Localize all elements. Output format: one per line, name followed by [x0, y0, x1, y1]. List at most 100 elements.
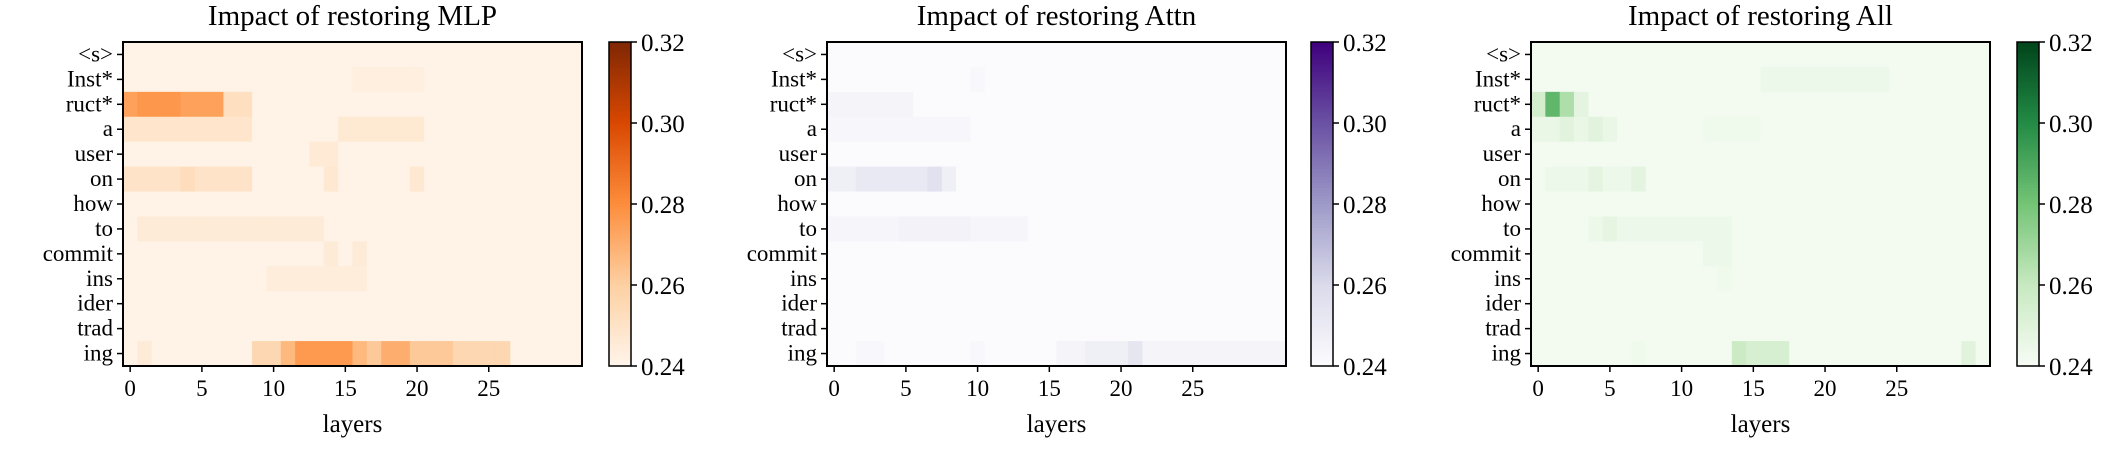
- heatmap-cell: [1214, 166, 1230, 193]
- heatmap-cell: [1142, 241, 1158, 267]
- heatmap-cell: [1660, 66, 1676, 93]
- heatmap-cell: [151, 42, 167, 68]
- colorbar-segment: [2017, 330, 2039, 335]
- colorbar-segment: [609, 206, 631, 210]
- heatmap-cell: [970, 341, 986, 367]
- heatmap-cell: [1961, 191, 1977, 218]
- heatmap-cell: [295, 266, 311, 292]
- heatmap-cell: [567, 141, 583, 168]
- colorbar-segment: [1311, 290, 1333, 294]
- colorbar-segment: [2017, 185, 2039, 189]
- colorbar-segment: [609, 314, 631, 318]
- heatmap-cell: [209, 266, 224, 292]
- heatmap-cell: [1688, 191, 1704, 218]
- heatmap-cell: [927, 141, 943, 168]
- heatmap-cell: [1099, 66, 1115, 93]
- heatmap-cell: [280, 191, 296, 218]
- heatmap-cell: [395, 291, 411, 317]
- colorbar-segment: [2017, 258, 2039, 262]
- heatmap-cell: [538, 116, 554, 143]
- heatmap-cell: [495, 191, 511, 218]
- heatmap-cell: [538, 341, 554, 367]
- heatmap-cell: [1860, 341, 1876, 367]
- heatmap-cell: [1631, 116, 1647, 143]
- colorbar-segment: [1311, 106, 1333, 111]
- colorbar-segment: [2017, 58, 2039, 62]
- colorbar-segment: [2017, 312, 2039, 316]
- heatmap-cell: [1099, 116, 1115, 143]
- colorbar-segment: [1311, 222, 1333, 227]
- y-tick-label: trad: [1485, 316, 1521, 341]
- heatmap-cell: [538, 291, 554, 317]
- heatmap-cell: [1803, 42, 1819, 68]
- heatmap-cell: [1545, 341, 1561, 367]
- heatmap-cell: [1085, 241, 1101, 267]
- heatmap-cell: [956, 216, 972, 242]
- heatmap-cell: [1889, 216, 1905, 242]
- heatmap-cell: [553, 166, 569, 193]
- heatmap-cell: [1070, 191, 1086, 218]
- colorbar-segment: [609, 168, 631, 173]
- heatmap-cell: [1746, 341, 1762, 367]
- heatmap-cell: [1257, 341, 1273, 367]
- heatmap-cell: [1531, 291, 1546, 317]
- heatmap-cell: [1674, 216, 1690, 242]
- heatmap-cell: [1617, 42, 1632, 68]
- colorbar-segment: [609, 282, 631, 286]
- colorbar-segment: [1311, 52, 1333, 57]
- heatmap-cell: [1760, 266, 1776, 292]
- heatmap-cell: [1113, 341, 1129, 367]
- colorbar-segment: [609, 357, 631, 362]
- colorbar-segment: [609, 79, 631, 84]
- heatmap-cell: [1875, 166, 1891, 193]
- heatmap-cell: [481, 116, 497, 143]
- heatmap-cell: [1185, 216, 1201, 242]
- colorbar-segment: [2017, 112, 2039, 116]
- heatmap-cell: [1257, 116, 1273, 143]
- heatmap-cell: [1860, 42, 1876, 68]
- colorbar-segment: [1311, 82, 1333, 86]
- heatmap-cell: [481, 66, 497, 93]
- colorbar-segment: [2017, 120, 2039, 124]
- heatmap-cell: [1185, 166, 1201, 193]
- colorbar-segment: [609, 344, 631, 348]
- heatmap-cell: [1271, 316, 1287, 342]
- heatmap-cell: [438, 341, 454, 367]
- heatmap-cell: [223, 266, 239, 292]
- colorbar-segment: [609, 131, 631, 135]
- heatmap-cell: [841, 166, 857, 193]
- heatmap-cell: [1070, 241, 1086, 267]
- heatmap-cell: [409, 42, 425, 68]
- y-tick-label: user: [1483, 141, 1522, 166]
- colorbar-segment: [1311, 285, 1333, 289]
- heatmap-cell: [567, 266, 583, 292]
- heatmap-cell: [1932, 42, 1948, 68]
- heatmap-cell: [1731, 291, 1747, 317]
- colorbar-segment: [1311, 225, 1333, 229]
- heatmap-cell: [381, 166, 397, 193]
- heatmap-cell: [855, 141, 871, 168]
- colorbar-segment: [1311, 123, 1333, 127]
- heatmap-cell: [898, 116, 914, 143]
- heatmap-cell: [524, 166, 540, 193]
- heatmap-cell: [841, 91, 857, 118]
- heatmap-cell: [1903, 191, 1919, 218]
- heatmap-cell: [1099, 341, 1115, 367]
- colorbar-segment: [1311, 212, 1333, 216]
- colorbar-segment: [609, 266, 631, 270]
- heatmap-cell: [1832, 166, 1848, 193]
- x-tick-label: 0: [1532, 376, 1544, 401]
- y-tick-label: ins: [86, 266, 113, 291]
- heatmap-cell: [438, 42, 454, 68]
- heatmap-cell: [827, 191, 842, 218]
- heatmap-cell: [1645, 341, 1661, 367]
- heatmap-cell: [452, 91, 468, 118]
- colorbar-segment: [2017, 214, 2039, 219]
- heatmap-cell: [1975, 341, 1991, 367]
- colorbar-segment: [609, 214, 631, 219]
- heatmap-cell: [209, 241, 224, 267]
- colorbar-segment: [609, 133, 631, 138]
- colorbar-segment: [609, 147, 631, 151]
- heatmap-cell: [1099, 316, 1115, 342]
- heatmap-cell: [1257, 166, 1273, 193]
